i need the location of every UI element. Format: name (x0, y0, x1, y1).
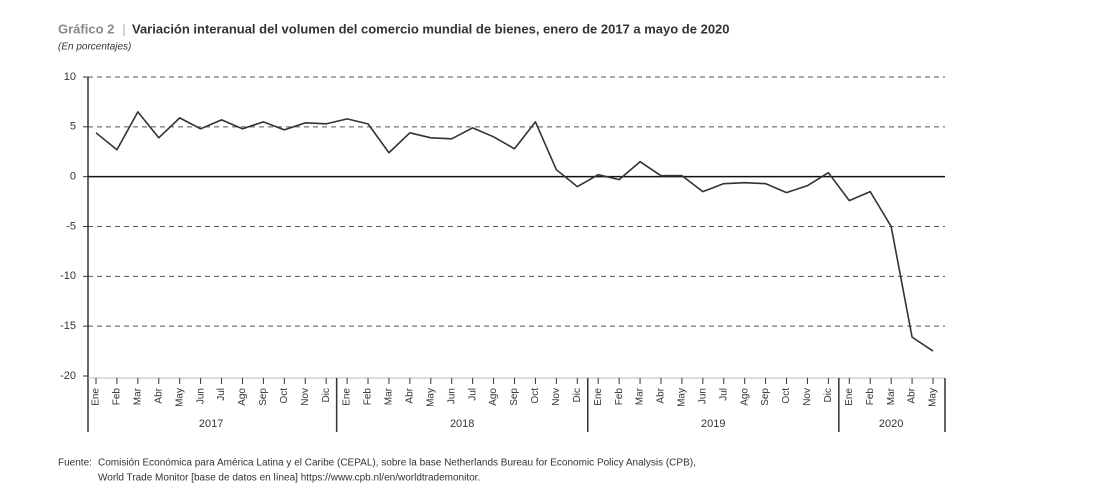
x-tick-label: Sep (509, 388, 520, 406)
y-tick-label: 0 (70, 171, 76, 183)
chart-title: Variación interanual del volumen del com… (132, 21, 730, 36)
x-tick-label: Jul (718, 388, 729, 401)
year-label: 2017 (199, 418, 223, 430)
x-tick-label: Abr (907, 387, 918, 403)
x-tick-label: Ene (844, 388, 855, 406)
x-tick-label: Ene (91, 388, 102, 406)
x-tick-label: Dic (321, 388, 332, 402)
x-tick-label: Dic (823, 388, 834, 402)
x-tick-label: Abr (405, 387, 416, 403)
x-tick-label: Ago (237, 388, 248, 406)
x-tick-label: Oct (781, 388, 792, 404)
x-tick-label: Jun (195, 388, 206, 404)
source-label: Fuente: (58, 458, 92, 469)
x-tick-label: Mar (635, 387, 646, 405)
x-tick-label: Sep (760, 388, 771, 406)
x-tick-label: Nov (802, 388, 813, 406)
y-tick-label: -10 (60, 270, 76, 282)
x-tick-label: Feb (112, 388, 123, 406)
data-line (95, 111, 934, 352)
x-tick-label: Jun (446, 388, 457, 404)
y-tick-label: 5 (70, 121, 76, 133)
y-tick-label: 10 (64, 71, 76, 83)
x-tick-label: Ene (342, 388, 353, 406)
x-tick-label: Oct (530, 388, 541, 404)
x-tick-label: Dic (572, 388, 583, 402)
y-tick-label: -15 (60, 320, 76, 332)
x-tick-label: Mar (886, 387, 897, 405)
x-tick-label: May (174, 388, 185, 407)
x-tick-label: Feb (614, 388, 625, 406)
x-tick-label: May (928, 388, 939, 407)
x-tick-label: May (677, 388, 688, 407)
y-tick-label: -5 (66, 220, 76, 232)
x-tick-label: Nov (300, 388, 311, 406)
x-tick-label: Jul (467, 388, 478, 401)
source-text: Comisión Económica para América Latina y… (98, 458, 696, 469)
x-tick-label: Feb (363, 388, 374, 406)
figure-label: Gráfico 2 (58, 21, 114, 36)
x-tick-label: Mar (132, 387, 143, 405)
x-tick-label: Ago (739, 388, 750, 406)
x-tick-label: Oct (279, 388, 290, 404)
x-tick-label: Jun (697, 388, 708, 404)
x-tick-label: Sep (258, 388, 269, 406)
x-tick-label: Ene (593, 388, 604, 406)
year-label: 2020 (879, 418, 903, 430)
x-tick-label: Ago (488, 388, 499, 406)
x-tick-label: Nov (551, 388, 562, 406)
year-label: 2018 (450, 418, 474, 430)
x-tick-label: Jul (216, 388, 227, 401)
x-tick-label: Abr (153, 387, 164, 403)
chart-subtitle: (En porcentajes) (58, 42, 131, 53)
x-tick-label: Mar (384, 387, 395, 405)
x-tick-label: May (425, 388, 436, 407)
x-tick-label: Abr (656, 387, 667, 403)
source-text: World Trade Monitor [base de datos en lí… (98, 473, 480, 484)
y-tick-label: -20 (60, 370, 76, 382)
x-tick-label: Feb (865, 388, 876, 406)
year-label: 2019 (701, 418, 725, 430)
